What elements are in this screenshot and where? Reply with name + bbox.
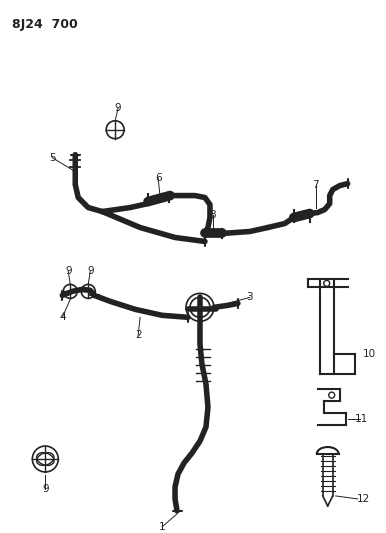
Text: 11: 11	[355, 414, 368, 424]
Text: 1: 1	[159, 522, 165, 532]
Text: 12: 12	[357, 494, 370, 504]
Text: 5: 5	[49, 152, 56, 163]
Text: 2: 2	[135, 330, 141, 340]
Text: 8J24  700: 8J24 700	[12, 18, 78, 31]
Text: 4: 4	[59, 312, 66, 322]
Text: 6: 6	[155, 173, 161, 183]
Text: 10: 10	[363, 349, 376, 359]
Text: 8: 8	[210, 209, 216, 220]
Text: 3: 3	[247, 293, 253, 302]
Text: 9: 9	[65, 266, 71, 277]
Text: 9: 9	[42, 484, 49, 494]
Text: 7: 7	[312, 180, 319, 190]
Text: 9: 9	[115, 103, 122, 113]
Text: 9: 9	[87, 266, 93, 277]
